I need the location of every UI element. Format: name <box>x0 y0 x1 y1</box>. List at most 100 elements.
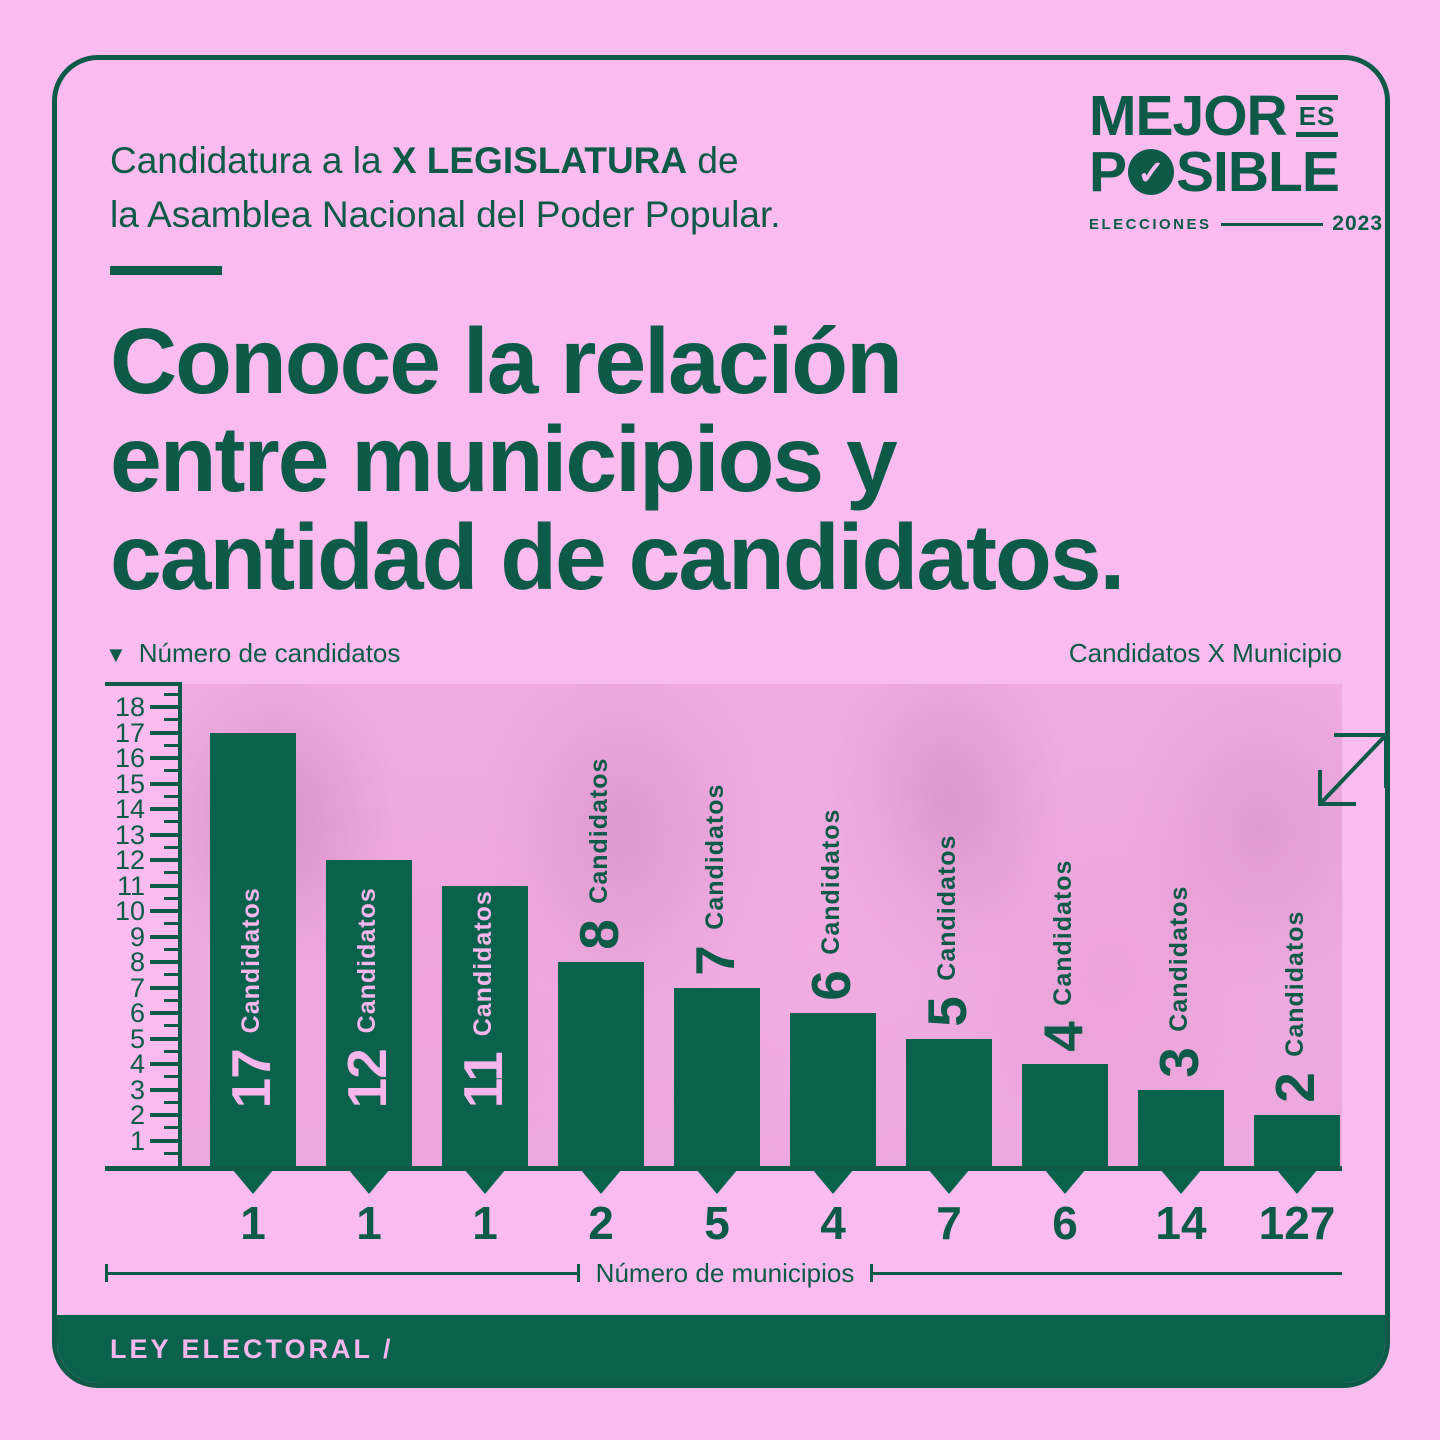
y-axis-tick-label: 6 <box>129 998 145 1028</box>
bar-value-word: Candidatos <box>933 834 961 981</box>
y-axis-tick-label: 13 <box>114 819 145 850</box>
y-axis-minor-tick <box>164 845 178 849</box>
y-axis-major-tick <box>150 807 178 811</box>
bar-value-word: Candidatos <box>1281 911 1309 1058</box>
bar <box>326 860 412 1166</box>
bar-pointer-triangle <box>812 1169 854 1194</box>
axis-inner-tick-left <box>576 1264 580 1282</box>
y-axis-tick-label: 18 <box>114 692 145 722</box>
bar <box>1022 1064 1108 1166</box>
bar-chart: 1 2 3 4 5 6 7 8 9 10 11 12 13 14 15 16 17 18 17Candidatos 1… <box>105 682 1385 1194</box>
x-axis-tick-label: 1 <box>356 1197 382 1249</box>
y-axis-major-tick <box>150 756 178 760</box>
bar-pointer-triangle <box>464 1169 506 1194</box>
logo-mejor-es-posible: MEJOR ES P ✓ SIBLE ELECCIONES 2023 <box>1089 86 1383 236</box>
bar-value: 5 <box>916 996 978 1027</box>
y-axis-major-tick <box>150 909 178 913</box>
bar <box>210 732 296 1166</box>
bar-pointer-triangle <box>348 1169 390 1194</box>
x-axis-tick-label: 4 <box>820 1197 846 1249</box>
y-axis-major-tick <box>150 1036 178 1041</box>
diagonal-expand-arrow-icon <box>1318 733 1385 806</box>
header-dash <box>110 266 222 275</box>
y-axis-minor-tick <box>164 947 178 951</box>
y-axis-tick-label: 5 <box>129 1023 145 1054</box>
bar <box>790 1013 876 1166</box>
x-axis-tick-label: 6 <box>1052 1197 1078 1249</box>
y-axis-tick-label: 12 <box>114 845 145 875</box>
bar <box>674 987 760 1166</box>
bar <box>906 1038 992 1166</box>
y-axis-tick-label: 7 <box>129 972 145 1003</box>
y-axis-minor-tick <box>164 1049 178 1053</box>
page-title: Conoce la relación entre municipios y ca… <box>110 312 1125 606</box>
bar-label: 11 Candidatos <box>451 890 519 1108</box>
bar-value-word: Candidatos <box>1165 885 1193 1032</box>
y-axis-major-tick <box>150 1062 178 1066</box>
bar <box>1138 1089 1224 1166</box>
checkmark-glyph: ✓ <box>1137 153 1165 191</box>
y-axis-minor-tick <box>164 922 178 926</box>
bar-value-word: Candidatos <box>237 886 265 1033</box>
y-axis-tick-label: 14 <box>114 794 145 824</box>
header-line2: la Asamblea Nacional del Poder Popular. <box>110 194 781 235</box>
header-line1-bold: X LEGISLATURA <box>391 140 688 181</box>
bar-pointer-triangle <box>580 1169 622 1194</box>
y-axis-tick-label: 15 <box>114 768 145 799</box>
bar-label: 17 Candidatos <box>219 887 287 1108</box>
axis-line-left <box>108 1271 577 1275</box>
y-axis-minor-tick <box>164 794 178 798</box>
y-axis-minor-tick <box>164 1100 178 1104</box>
y-axis-tick-label: 4 <box>129 1049 145 1079</box>
y-axis-major-tick <box>150 1113 178 1117</box>
y-axis-tick-label: 11 <box>116 870 145 901</box>
logo-word-sible: SIBLE <box>1176 140 1340 204</box>
bar-value-word: Candidatos <box>701 783 729 930</box>
title-line2: entre municipios y <box>110 407 898 511</box>
axis-inner-tick-right <box>870 1264 874 1282</box>
bar-value-word: Candidatos <box>585 758 613 905</box>
bar <box>442 885 528 1166</box>
y-axis-major-tick <box>150 1087 178 1092</box>
x-axis-tick-label: 2 <box>588 1197 614 1249</box>
y-axis-minor-tick <box>164 743 178 747</box>
chart-top-labels: ▼ Número de candidatos Candidatos X Munic… <box>105 638 1342 669</box>
bar-value: 17 <box>220 1048 282 1108</box>
bar-value: 3 <box>1148 1047 1210 1078</box>
y-axis-minor-tick <box>164 1126 178 1130</box>
logo-divider-line <box>1220 222 1324 226</box>
y-axis-tick-label: 3 <box>129 1074 145 1105</box>
bar-label: 6 Candidatos <box>799 809 867 1001</box>
y-axis-major-tick <box>150 934 178 939</box>
y-axis-major-tick <box>150 883 178 888</box>
logo-letter-p: P <box>1089 140 1127 204</box>
y-axis-tick-label: 17 <box>114 717 145 748</box>
y-axis-major-tick <box>150 985 178 990</box>
y-axis-minor-tick <box>164 998 178 1002</box>
y-axis-minor-tick <box>164 1151 178 1155</box>
triangle-down-icon: ▼ <box>105 642 127 667</box>
y-axis-major-tick <box>150 960 178 964</box>
x-axis-title: Número de municipios <box>595 1257 855 1288</box>
bar-label: 4 Candidatos <box>1031 860 1099 1052</box>
y-axis-major-tick <box>150 705 178 709</box>
bar-label: 2 Candidatos <box>1263 911 1331 1103</box>
bar-value: 2 <box>1264 1073 1326 1103</box>
y-axis-top-cap <box>105 682 182 686</box>
logo-word-mejor: MEJOR <box>1089 84 1288 148</box>
x-axis-value-labels: 1 1 1 2 5 4 7 6 14 127 <box>105 1196 1342 1252</box>
y-axis-minor-tick <box>164 718 178 722</box>
logo-elecciones: ELECCIONES <box>1089 215 1212 233</box>
bar-value-word: Candidatos <box>817 809 845 956</box>
bar-label: 12 Candidatos <box>335 887 403 1108</box>
x-axis-tick-label: 5 <box>704 1197 730 1249</box>
x-axis-tick-label: 127 <box>1258 1197 1336 1249</box>
bar-value: 7 <box>684 945 746 976</box>
logo-row2: P ✓ SIBLE <box>1089 142 1383 202</box>
checkmark-circle-icon: ✓ <box>1128 149 1175 195</box>
bar <box>1254 1115 1340 1166</box>
logo-row3: ELECCIONES 2023 <box>1089 212 1383 236</box>
y-axis-tick-label: 10 <box>114 896 145 926</box>
bar-label: 3 Candidatos <box>1147 886 1215 1078</box>
bar-pointer-triangle <box>1160 1169 1202 1194</box>
